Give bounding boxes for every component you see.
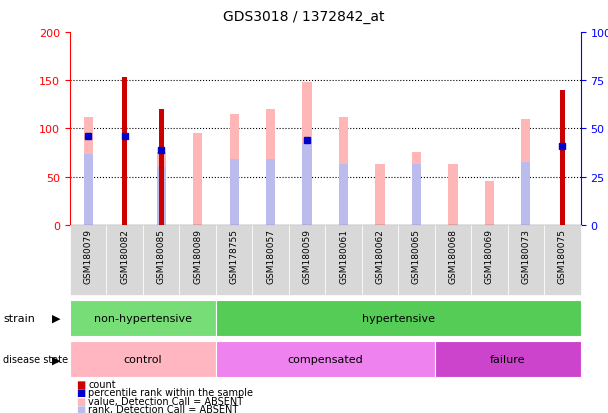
Text: ▶: ▶ <box>52 313 60 323</box>
Bar <box>216 225 252 295</box>
Bar <box>83 155 92 225</box>
Text: GSM180079: GSM180079 <box>84 229 92 283</box>
Bar <box>179 225 216 295</box>
Bar <box>521 163 530 225</box>
Bar <box>471 225 508 295</box>
Text: ■: ■ <box>76 379 85 389</box>
Bar <box>544 225 581 295</box>
Bar <box>325 225 362 295</box>
Text: ■: ■ <box>76 387 85 397</box>
Bar <box>435 342 581 377</box>
Bar <box>362 225 398 295</box>
Bar <box>266 160 275 225</box>
Text: compensated: compensated <box>288 354 363 364</box>
Bar <box>375 165 384 225</box>
Text: GDS3018 / 1372842_at: GDS3018 / 1372842_at <box>223 10 385 24</box>
Text: percentile rank within the sample: percentile rank within the sample <box>88 387 253 397</box>
Bar <box>156 153 165 225</box>
Bar <box>193 134 202 225</box>
Text: value, Detection Call = ABSENT: value, Detection Call = ABSENT <box>88 396 243 406</box>
Text: ▶: ▶ <box>52 354 60 364</box>
Text: disease state: disease state <box>3 354 68 364</box>
Bar <box>216 300 581 336</box>
Bar <box>70 342 216 377</box>
Bar <box>302 83 311 225</box>
Bar <box>521 119 530 225</box>
Bar <box>435 225 471 295</box>
Text: GSM178755: GSM178755 <box>230 229 238 283</box>
Text: GSM180062: GSM180062 <box>376 229 384 283</box>
Bar <box>229 160 238 225</box>
Bar <box>252 225 289 295</box>
Text: GSM180082: GSM180082 <box>120 229 129 283</box>
Text: ■: ■ <box>76 404 85 413</box>
Text: GSM180061: GSM180061 <box>339 229 348 283</box>
Text: GSM180073: GSM180073 <box>522 229 530 283</box>
Text: hypertensive: hypertensive <box>362 313 435 323</box>
Text: GSM180059: GSM180059 <box>303 229 311 283</box>
Bar <box>216 342 435 377</box>
Text: GSM180057: GSM180057 <box>266 229 275 283</box>
Bar <box>412 153 421 225</box>
Bar <box>122 78 127 225</box>
Bar <box>70 225 106 295</box>
Bar <box>106 225 143 295</box>
Text: count: count <box>88 379 116 389</box>
Bar <box>70 300 216 336</box>
Bar <box>398 225 435 295</box>
Text: control: control <box>123 354 162 364</box>
Bar <box>339 118 348 225</box>
Bar <box>289 225 325 295</box>
Text: GSM180075: GSM180075 <box>558 229 567 283</box>
Text: GSM180069: GSM180069 <box>485 229 494 283</box>
Text: failure: failure <box>490 354 525 364</box>
Bar <box>156 168 165 225</box>
Bar <box>448 165 457 225</box>
Text: rank, Detection Call = ABSENT: rank, Detection Call = ABSENT <box>88 404 238 413</box>
Text: GSM180065: GSM180065 <box>412 229 421 283</box>
Bar <box>412 165 421 225</box>
Text: ■: ■ <box>76 396 85 406</box>
Bar <box>266 110 275 225</box>
Text: GSM180068: GSM180068 <box>449 229 457 283</box>
Bar <box>159 110 164 225</box>
Text: strain: strain <box>3 313 35 323</box>
Bar <box>485 182 494 225</box>
Bar <box>229 115 238 225</box>
Bar <box>83 118 92 225</box>
Text: GSM180085: GSM180085 <box>157 229 165 283</box>
Bar <box>339 165 348 225</box>
Bar <box>302 143 311 225</box>
Bar <box>143 225 179 295</box>
Bar <box>560 91 565 225</box>
Bar <box>508 225 544 295</box>
Text: non-hypertensive: non-hypertensive <box>94 313 192 323</box>
Text: GSM180089: GSM180089 <box>193 229 202 283</box>
